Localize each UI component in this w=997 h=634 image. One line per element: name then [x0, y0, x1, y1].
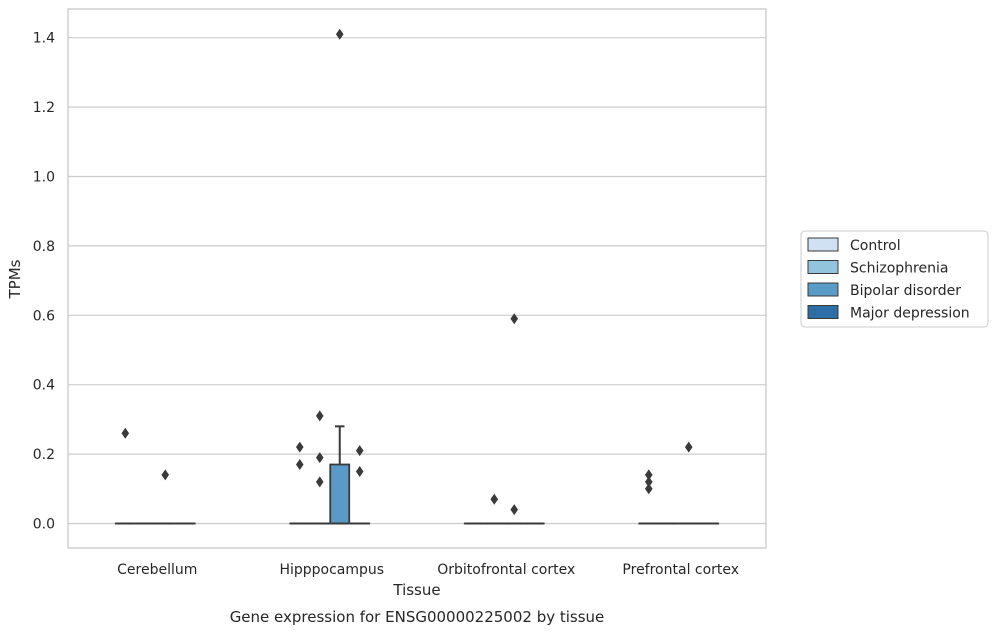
y-tick-label: 0.2	[33, 447, 55, 463]
x-tick-label: Cerebellum	[117, 562, 197, 578]
legend-swatch	[807, 305, 839, 319]
legend-frame	[800, 230, 989, 328]
outlier-point	[315, 476, 324, 488]
box-control	[114, 427, 136, 525]
y-tick-label: 0.8	[33, 239, 55, 255]
plot-frame	[67, 8, 767, 549]
box-bipolar-disorder	[503, 313, 525, 525]
outlier-point	[644, 469, 653, 481]
box-plot-series	[114, 28, 720, 525]
outlier-point	[295, 441, 304, 453]
outlier-point	[295, 459, 304, 471]
outlier-point	[644, 483, 653, 495]
outlier-point	[355, 445, 364, 457]
outlier-point	[355, 465, 364, 477]
outlier-point	[510, 504, 519, 516]
outlier-point	[510, 313, 519, 325]
box-control	[638, 469, 660, 525]
legend-label: Major depression	[850, 306, 970, 322]
outlier-point	[644, 476, 653, 488]
legend-label: Bipolar disorder	[850, 283, 961, 299]
chart-caption: Gene expression for ENSG00000225002 by t…	[230, 608, 605, 626]
x-axis-label: Tissue	[392, 581, 440, 599]
y-tick-label: 1.4	[33, 31, 55, 47]
x-tick-labels: Cerebellum Hipppocampus Orbitofrontal cort…	[117, 562, 739, 578]
outlier-point	[121, 427, 130, 439]
legend-label: Control	[850, 238, 901, 254]
box-bipolar-disorder	[678, 441, 700, 525]
legend-swatch	[807, 237, 839, 252]
box-control	[289, 441, 311, 525]
x-tick-label: Orbitofrontal cortex	[437, 562, 575, 578]
box-major-depression	[349, 445, 371, 525]
outlier-point	[684, 441, 693, 453]
box-bipolar-disorder	[154, 469, 176, 525]
y-tick-label: 0.6	[33, 308, 55, 324]
outlier-point	[161, 469, 170, 481]
outlier-point	[315, 410, 324, 422]
y-tick-label: 1.2	[33, 100, 55, 116]
x-tick-label: Hipppocampus	[279, 562, 384, 578]
x-tick-label: Prefrontal cortex	[622, 562, 739, 578]
legend-swatch	[807, 260, 839, 274]
y-tick-label: 0.0	[33, 517, 55, 533]
box-schizophrenia	[483, 493, 505, 525]
legend: Control Schizophrenia Bipolar disorder Majo…	[800, 230, 989, 328]
y-tick-label: 1.0	[33, 170, 55, 186]
y-tick-labels: 0.0 0.2 0.4 0.6 0.8 1.0 1.2 1.4	[33, 31, 55, 533]
outlier-point	[335, 28, 344, 40]
y-axis-label: TPMs	[6, 259, 24, 299]
grid-lines	[68, 37, 766, 525]
y-tick-label: 0.4	[33, 378, 55, 394]
box-body	[329, 463, 351, 525]
legend-swatch	[807, 282, 839, 297]
outlier-point	[315, 452, 324, 464]
box-schizophrenia	[309, 410, 331, 525]
legend-label: Schizophrenia	[850, 261, 948, 277]
box-bipolar-disorder	[329, 28, 351, 525]
outlier-point	[490, 493, 499, 505]
